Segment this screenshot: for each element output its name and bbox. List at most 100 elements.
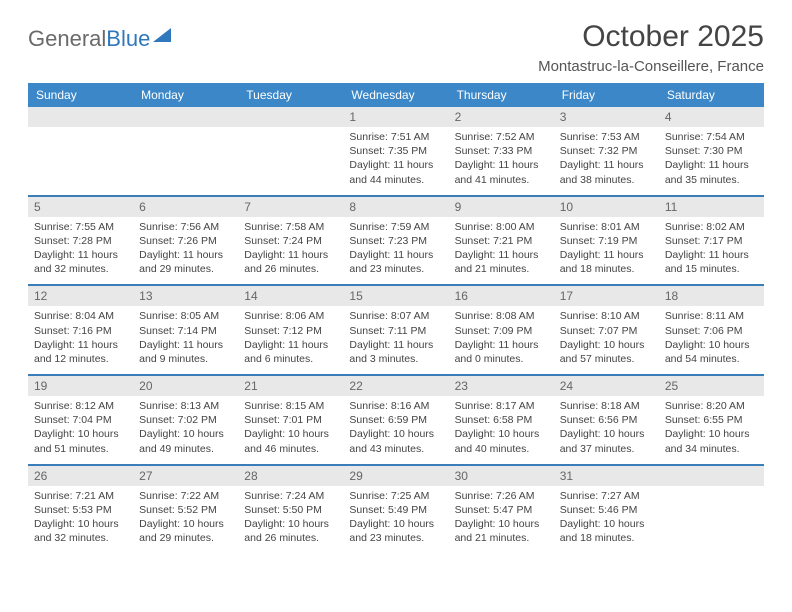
day-details: Sunrise: 8:13 AMSunset: 7:02 PMDaylight:… — [133, 396, 238, 464]
day-details: Sunrise: 8:12 AMSunset: 7:04 PMDaylight:… — [28, 396, 133, 464]
day-number: 15 — [343, 284, 448, 306]
sunrise-text: Sunrise: 7:25 AM — [349, 489, 442, 503]
brand-part1: General — [28, 26, 106, 52]
calendar-cell: 3Sunrise: 7:53 AMSunset: 7:32 PMDaylight… — [554, 107, 659, 195]
day-details: Sunrise: 8:08 AMSunset: 7:09 PMDaylight:… — [449, 306, 554, 374]
sunset-text: Sunset: 6:55 PM — [665, 413, 758, 427]
day-details: Sunrise: 7:21 AMSunset: 5:53 PMDaylight:… — [28, 486, 133, 554]
sunset-text: Sunset: 6:56 PM — [560, 413, 653, 427]
calendar-cell: 11Sunrise: 8:02 AMSunset: 7:17 PMDayligh… — [659, 195, 764, 285]
day-number: 23 — [449, 374, 554, 396]
day-number: 16 — [449, 284, 554, 306]
calendar-cell: 12Sunrise: 8:04 AMSunset: 7:16 PMDayligh… — [28, 284, 133, 374]
calendar-cell: 19Sunrise: 8:12 AMSunset: 7:04 PMDayligh… — [28, 374, 133, 464]
day-number: 11 — [659, 195, 764, 217]
sunset-text: Sunset: 7:32 PM — [560, 144, 653, 158]
weekday-header: Thursday — [449, 83, 554, 107]
daylight-text: Daylight: 10 hours and 49 minutes. — [139, 427, 232, 455]
day-details: Sunrise: 8:20 AMSunset: 6:55 PMDaylight:… — [659, 396, 764, 464]
day-details: Sunrise: 8:07 AMSunset: 7:11 PMDaylight:… — [343, 306, 448, 374]
daylight-text: Daylight: 11 hours and 23 minutes. — [349, 248, 442, 276]
day-number: 12 — [28, 284, 133, 306]
daylight-text: Daylight: 11 hours and 12 minutes. — [34, 338, 127, 366]
day-details: Sunrise: 7:51 AMSunset: 7:35 PMDaylight:… — [343, 127, 448, 195]
sunset-text: Sunset: 5:47 PM — [455, 503, 548, 517]
day-details: Sunrise: 8:18 AMSunset: 6:56 PMDaylight:… — [554, 396, 659, 464]
day-details: Sunrise: 8:15 AMSunset: 7:01 PMDaylight:… — [238, 396, 343, 464]
day-number: 14 — [238, 284, 343, 306]
sunrise-text: Sunrise: 8:15 AM — [244, 399, 337, 413]
sunrise-text: Sunrise: 7:55 AM — [34, 220, 127, 234]
day-number: 9 — [449, 195, 554, 217]
day-number — [28, 107, 133, 127]
weekday-header-row: Sunday Monday Tuesday Wednesday Thursday… — [28, 83, 764, 107]
calendar-cell: 8Sunrise: 7:59 AMSunset: 7:23 PMDaylight… — [343, 195, 448, 285]
sunrise-text: Sunrise: 7:52 AM — [455, 130, 548, 144]
day-number — [659, 464, 764, 486]
sunrise-text: Sunrise: 8:10 AM — [560, 309, 653, 323]
sunset-text: Sunset: 7:23 PM — [349, 234, 442, 248]
sunrise-text: Sunrise: 8:20 AM — [665, 399, 758, 413]
sunset-text: Sunset: 7:28 PM — [34, 234, 127, 248]
day-number: 18 — [659, 284, 764, 306]
sunrise-text: Sunrise: 7:56 AM — [139, 220, 232, 234]
sunset-text: Sunset: 7:06 PM — [665, 324, 758, 338]
calendar-cell: 26Sunrise: 7:21 AMSunset: 5:53 PMDayligh… — [28, 464, 133, 554]
calendar-cell: 10Sunrise: 8:01 AMSunset: 7:19 PMDayligh… — [554, 195, 659, 285]
sunset-text: Sunset: 7:26 PM — [139, 234, 232, 248]
calendar-cell: 17Sunrise: 8:10 AMSunset: 7:07 PMDayligh… — [554, 284, 659, 374]
day-number: 5 — [28, 195, 133, 217]
sunset-text: Sunset: 6:58 PM — [455, 413, 548, 427]
calendar-cell: 28Sunrise: 7:24 AMSunset: 5:50 PMDayligh… — [238, 464, 343, 554]
sunrise-text: Sunrise: 8:08 AM — [455, 309, 548, 323]
sunrise-text: Sunrise: 7:22 AM — [139, 489, 232, 503]
header: GeneralBlue October 2025 Montastruc-la-C… — [28, 20, 764, 75]
day-details: Sunrise: 8:05 AMSunset: 7:14 PMDaylight:… — [133, 306, 238, 374]
day-number: 21 — [238, 374, 343, 396]
daylight-text: Daylight: 10 hours and 37 minutes. — [560, 427, 653, 455]
day-details: Sunrise: 7:27 AMSunset: 5:46 PMDaylight:… — [554, 486, 659, 554]
day-details: Sunrise: 7:26 AMSunset: 5:47 PMDaylight:… — [449, 486, 554, 554]
calendar-cell: 15Sunrise: 8:07 AMSunset: 7:11 PMDayligh… — [343, 284, 448, 374]
calendar-cell: 7Sunrise: 7:58 AMSunset: 7:24 PMDaylight… — [238, 195, 343, 285]
day-number — [238, 107, 343, 127]
calendar-cell — [28, 107, 133, 195]
sunset-text: Sunset: 7:30 PM — [665, 144, 758, 158]
sunrise-text: Sunrise: 8:13 AM — [139, 399, 232, 413]
day-number: 30 — [449, 464, 554, 486]
daylight-text: Daylight: 11 hours and 26 minutes. — [244, 248, 337, 276]
calendar-cell: 29Sunrise: 7:25 AMSunset: 5:49 PMDayligh… — [343, 464, 448, 554]
sunrise-text: Sunrise: 7:26 AM — [455, 489, 548, 503]
day-number: 10 — [554, 195, 659, 217]
daylight-text: Daylight: 10 hours and 57 minutes. — [560, 338, 653, 366]
brand-part2: Blue — [106, 26, 150, 52]
sunrise-text: Sunrise: 7:58 AM — [244, 220, 337, 234]
daylight-text: Daylight: 11 hours and 32 minutes. — [34, 248, 127, 276]
calendar-week-row: 12Sunrise: 8:04 AMSunset: 7:16 PMDayligh… — [28, 284, 764, 374]
calendar-cell — [238, 107, 343, 195]
day-number: 28 — [238, 464, 343, 486]
calendar-cell: 23Sunrise: 8:17 AMSunset: 6:58 PMDayligh… — [449, 374, 554, 464]
sunset-text: Sunset: 5:50 PM — [244, 503, 337, 517]
weekday-header: Tuesday — [238, 83, 343, 107]
sunrise-text: Sunrise: 8:18 AM — [560, 399, 653, 413]
day-details: Sunrise: 8:06 AMSunset: 7:12 PMDaylight:… — [238, 306, 343, 374]
brand-logo: GeneralBlue — [28, 20, 171, 52]
daylight-text: Daylight: 10 hours and 54 minutes. — [665, 338, 758, 366]
day-details: Sunrise: 7:22 AMSunset: 5:52 PMDaylight:… — [133, 486, 238, 554]
calendar-week-row: 1Sunrise: 7:51 AMSunset: 7:35 PMDaylight… — [28, 107, 764, 195]
calendar-cell — [133, 107, 238, 195]
day-details: Sunrise: 7:24 AMSunset: 5:50 PMDaylight:… — [238, 486, 343, 554]
sunset-text: Sunset: 7:17 PM — [665, 234, 758, 248]
brand-triangle-icon — [153, 28, 171, 42]
sunrise-text: Sunrise: 8:06 AM — [244, 309, 337, 323]
daylight-text: Daylight: 10 hours and 51 minutes. — [34, 427, 127, 455]
weekday-header: Sunday — [28, 83, 133, 107]
sunset-text: Sunset: 7:35 PM — [349, 144, 442, 158]
day-number: 31 — [554, 464, 659, 486]
sunrise-text: Sunrise: 8:07 AM — [349, 309, 442, 323]
sunrise-text: Sunrise: 7:51 AM — [349, 130, 442, 144]
calendar-cell: 13Sunrise: 8:05 AMSunset: 7:14 PMDayligh… — [133, 284, 238, 374]
sunrise-text: Sunrise: 7:24 AM — [244, 489, 337, 503]
sunset-text: Sunset: 7:33 PM — [455, 144, 548, 158]
